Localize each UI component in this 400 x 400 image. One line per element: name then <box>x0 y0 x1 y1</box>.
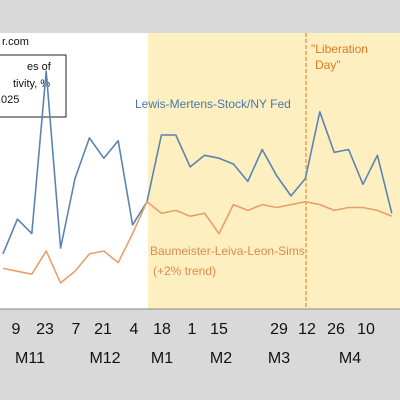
x-tick: 21 <box>94 321 112 338</box>
x-tick: 7 <box>72 321 81 338</box>
x-tick: 26 <box>327 321 345 338</box>
x-tick: 9 <box>12 321 21 338</box>
month-label: M3 <box>268 350 290 367</box>
month-label: M12 <box>89 350 120 367</box>
series-label-blue: Lewis-Mertens-Stock/NY Fed <box>135 97 291 111</box>
month-label: M1 <box>151 350 173 367</box>
x-tick: 1 <box>188 321 197 338</box>
series-label-orange-2: (+2% trend) <box>153 264 216 278</box>
legend-box-line-3: 025 <box>1 94 19 106</box>
series-line-lewis-mertens-stock <box>2 70 393 255</box>
month-labels: M11 M12 M1 M2 M3 M4 <box>15 350 361 367</box>
x-tick: 10 <box>357 321 375 338</box>
legend-box-line-2: tivity, % <box>13 78 50 90</box>
x-tick: 12 <box>298 321 316 338</box>
month-label: M11 <box>15 350 45 367</box>
x-tick: 18 <box>153 321 171 338</box>
x-tick: 15 <box>210 321 228 338</box>
x-tick: 23 <box>36 321 54 338</box>
annotation-line-2: Day" <box>315 58 341 72</box>
x-tick: 4 <box>130 321 139 338</box>
x-tick-labels: 9 23 7 21 4 18 1 15 29 12 26 10 <box>12 321 375 338</box>
month-label: M4 <box>339 350 361 367</box>
legend-box <box>0 54 67 118</box>
series-label-orange: Baumeister-Leiva-Leon-Sims <box>150 244 305 258</box>
source-text: r.com <box>2 36 29 48</box>
month-label: M2 <box>210 350 232 367</box>
legend-box-line-1: es of <box>27 61 52 73</box>
series-line-baumeister-leiva-leon-sims <box>2 200 393 284</box>
annotation-line-1: "Liberation <box>311 42 368 56</box>
x-tick: 29 <box>270 321 288 338</box>
